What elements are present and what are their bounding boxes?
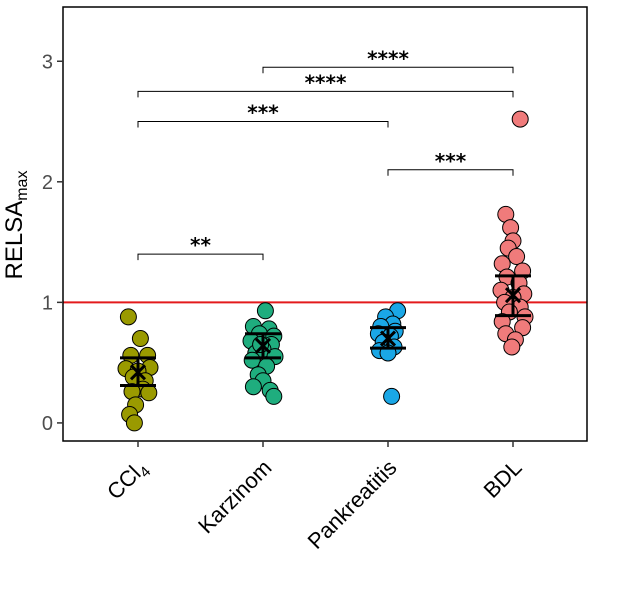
significance-bracket — [262, 66, 514, 74]
mean-marker — [379, 330, 397, 347]
significance-bracket — [137, 90, 514, 98]
significance-label: *** — [435, 149, 467, 173]
y-tick-label: 2 — [42, 172, 53, 194]
y-axis-label-main: RELSA — [1, 201, 28, 280]
x-category-label: Pankreatitis — [303, 455, 402, 554]
data-point — [244, 378, 262, 396]
significance-label: **** — [305, 70, 347, 94]
significance-label: ** — [190, 233, 211, 257]
data-point — [383, 387, 401, 405]
y-tick-label: 1 — [42, 292, 53, 314]
data-point — [243, 351, 261, 369]
mean-marker — [504, 287, 522, 304]
mean-marker — [129, 364, 147, 381]
significance-label: *** — [247, 101, 279, 125]
significance-bracket — [137, 121, 389, 128]
y-tick-label: 0 — [42, 413, 53, 435]
data-point — [131, 330, 149, 348]
data-point — [503, 338, 521, 356]
y-axis-label-subscript: max — [14, 171, 31, 201]
x-category-label: Karzinom — [193, 455, 276, 538]
data-point — [140, 384, 158, 402]
significance-bracket — [137, 253, 264, 261]
x-category-label: CCl4 — [102, 455, 154, 507]
plot-panel-border — [62, 6, 588, 442]
data-point — [256, 302, 274, 320]
y-axis-label: RELSAmax — [1, 171, 31, 280]
significance-bracket — [387, 169, 514, 176]
significance-label: **** — [367, 46, 409, 70]
data-point — [125, 414, 143, 432]
data-point — [511, 110, 529, 128]
data-point — [119, 308, 137, 326]
data-point — [508, 248, 526, 266]
y-tick-label: 3 — [42, 51, 53, 73]
x-category-label: BDL — [479, 455, 527, 503]
data-point — [265, 387, 283, 405]
mean-marker — [254, 337, 272, 354]
